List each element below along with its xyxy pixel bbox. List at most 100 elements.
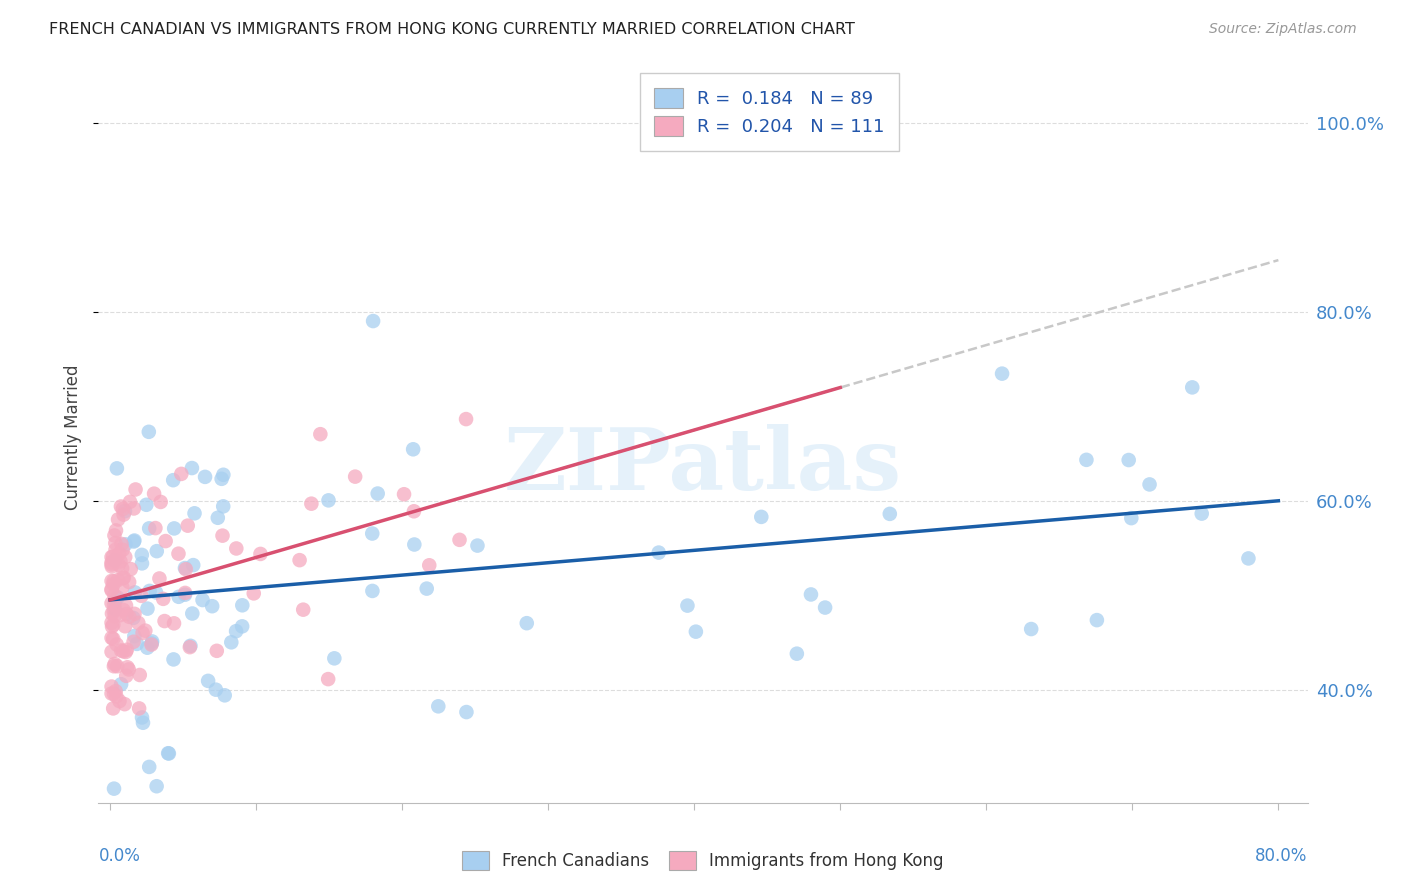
Point [138, 521, 160, 535]
Point [128, 668, 150, 682]
Point [107, 591, 129, 605]
Point [231, 599, 253, 613]
Point [108, 608, 131, 623]
Point [103, 528, 125, 542]
Point [131, 557, 153, 571]
Point [197, 673, 219, 688]
Point [309, 427, 332, 442]
Point [124, 585, 146, 599]
Point [162, 652, 184, 666]
Point [114, 537, 136, 551]
Point [105, 461, 128, 475]
Point [127, 615, 149, 630]
Point [207, 510, 229, 524]
Point [323, 651, 346, 665]
Point [242, 586, 264, 600]
Point [104, 609, 127, 624]
Point [1019, 622, 1042, 636]
Point [194, 470, 217, 484]
Point [991, 367, 1014, 381]
Point [299, 497, 322, 511]
Point [145, 779, 167, 793]
Point [110, 554, 132, 568]
Point [100, 555, 122, 569]
Point [118, 609, 141, 624]
Point [786, 647, 808, 661]
Point [114, 697, 136, 711]
Point [392, 487, 415, 501]
Point [111, 502, 134, 516]
Point [101, 607, 124, 621]
Point [110, 677, 132, 691]
Point [118, 574, 141, 589]
Point [141, 634, 163, 648]
Point [103, 604, 125, 618]
Point [181, 461, 204, 475]
Point [418, 558, 440, 573]
Point [404, 537, 426, 551]
Point [1076, 453, 1098, 467]
Point [134, 624, 156, 638]
Point [138, 760, 160, 774]
Point [1085, 613, 1108, 627]
Point [100, 631, 122, 645]
Point [174, 588, 197, 602]
Point [124, 533, 146, 548]
Point [103, 574, 125, 589]
Point [115, 599, 138, 613]
Point [1121, 511, 1143, 525]
Point [100, 574, 122, 588]
Point [1191, 507, 1213, 521]
Point [1237, 551, 1260, 566]
Point [104, 524, 127, 538]
Point [112, 571, 135, 585]
Point [120, 562, 142, 576]
Point [155, 534, 177, 549]
Point [104, 542, 127, 557]
Point [115, 669, 138, 683]
Point [103, 659, 125, 673]
Point [122, 634, 145, 648]
Point [124, 607, 146, 621]
Point [122, 534, 145, 549]
Point [170, 467, 193, 481]
Point [114, 504, 136, 518]
Point [1118, 453, 1140, 467]
Point [174, 561, 197, 575]
Point [211, 529, 233, 543]
Point [427, 699, 450, 714]
Point [105, 690, 128, 704]
Point [100, 549, 122, 564]
Point [110, 500, 132, 514]
Point [676, 599, 699, 613]
Point [174, 562, 197, 576]
Point [131, 589, 153, 603]
Point [103, 632, 125, 646]
Point [100, 559, 122, 574]
Point [516, 616, 538, 631]
Point [100, 596, 122, 610]
Point [108, 547, 131, 561]
Point [111, 561, 134, 575]
Point [181, 607, 204, 621]
Point [122, 501, 145, 516]
Point [124, 629, 146, 643]
Point [456, 705, 478, 719]
Point [112, 603, 135, 617]
Point [103, 577, 125, 591]
Point [111, 542, 134, 557]
Point [685, 624, 707, 639]
Point [402, 504, 425, 518]
Point [145, 521, 167, 535]
Point [110, 643, 132, 657]
Point [177, 518, 200, 533]
Point [103, 781, 125, 796]
Point [416, 582, 439, 596]
Y-axis label: Currently Married: Currently Married [65, 364, 83, 510]
Point [115, 607, 138, 621]
Point [103, 617, 125, 632]
Point [100, 615, 122, 630]
Point [211, 472, 233, 486]
Point [149, 495, 172, 509]
Point [179, 639, 201, 653]
